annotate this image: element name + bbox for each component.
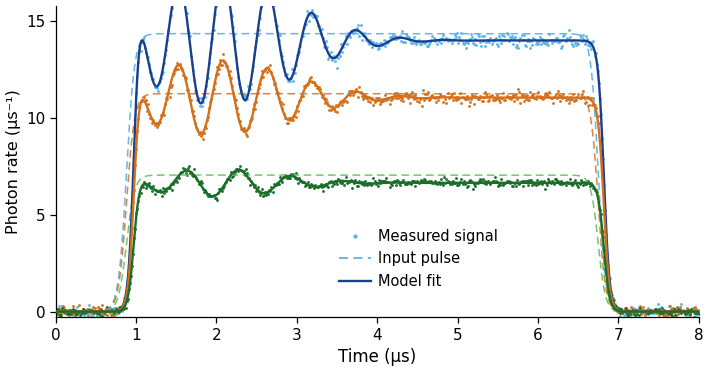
X-axis label: Time (μs): Time (μs) (338, 349, 416, 366)
Y-axis label: Photon rate (μs⁻¹): Photon rate (μs⁻¹) (6, 89, 21, 234)
Legend: Measured signal, Input pulse, Model fit: Measured signal, Input pulse, Model fit (333, 223, 504, 295)
